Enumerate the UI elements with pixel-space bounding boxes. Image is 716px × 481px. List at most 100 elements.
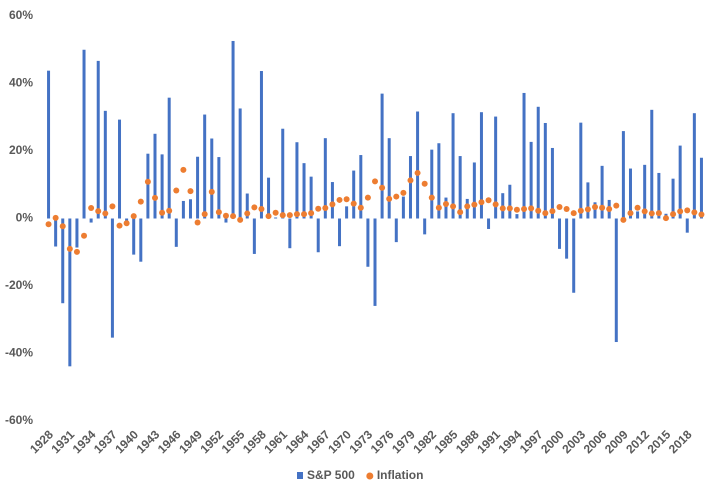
- inflation-dot: [123, 220, 130, 227]
- inflation-dot: [364, 194, 371, 201]
- inflation-dot: [570, 210, 577, 217]
- bar: [238, 108, 242, 219]
- inflation-dot: [677, 208, 684, 215]
- bar: [323, 138, 327, 219]
- bar: [565, 218, 569, 259]
- bar: [132, 218, 136, 255]
- bar: [54, 218, 58, 247]
- bar: [110, 218, 114, 338]
- inflation-dot: [506, 205, 513, 212]
- inflation-dot: [577, 207, 584, 214]
- inflation-dot: [584, 206, 591, 213]
- bar: [543, 122, 547, 219]
- inflation-dot: [357, 204, 364, 211]
- inflation-dot: [528, 205, 535, 212]
- inflation-dot: [613, 202, 620, 209]
- inflation-dot: [258, 206, 265, 213]
- y-tick-label: -60%: [5, 413, 33, 427]
- bar: [82, 49, 86, 219]
- inflation-dot: [414, 169, 421, 176]
- y-tick-label: -40%: [5, 346, 33, 360]
- inflation-dot: [691, 209, 698, 216]
- bar: [316, 218, 320, 253]
- bar: [458, 156, 462, 219]
- inflation-dot: [662, 215, 669, 222]
- bar: [416, 111, 420, 219]
- inflation-dot: [556, 204, 563, 211]
- inflation-dot: [478, 199, 485, 206]
- inflation-dot: [130, 213, 137, 220]
- bar: [479, 112, 483, 219]
- inflation-dot: [634, 204, 641, 211]
- inflation-dot: [521, 206, 528, 213]
- inflation-dot: [655, 210, 662, 217]
- bar: [558, 218, 562, 249]
- bar: [550, 147, 554, 219]
- inflation-dot: [379, 184, 386, 191]
- bar: [508, 184, 512, 219]
- bar: [139, 218, 143, 262]
- bar: [345, 206, 349, 219]
- inflation-dot: [343, 196, 350, 203]
- inflation-dot: [187, 188, 194, 195]
- inflation-dot: [535, 207, 542, 214]
- bar: [692, 113, 696, 219]
- inflation-dot: [194, 219, 201, 226]
- bar: [118, 119, 122, 219]
- inflation-dot: [428, 194, 435, 201]
- bar: [352, 170, 356, 219]
- bar: [572, 218, 576, 293]
- bar: [103, 110, 107, 219]
- inflation-dot: [648, 210, 655, 217]
- bar: [401, 196, 405, 219]
- bar: [153, 133, 157, 219]
- y-tick-label: 20%: [9, 143, 33, 157]
- bar: [593, 202, 597, 219]
- inflation-dot: [563, 206, 570, 213]
- bar: [61, 218, 65, 304]
- bar: [423, 218, 427, 235]
- inflation-dot: [492, 201, 499, 208]
- inflation-dot: [471, 201, 478, 208]
- bar: [68, 218, 72, 367]
- inflation-dot: [237, 216, 244, 223]
- bar: [274, 217, 278, 219]
- bar: [224, 218, 228, 223]
- bar: [444, 197, 448, 219]
- bar: [309, 176, 313, 219]
- bar: [373, 218, 377, 306]
- bar: [536, 106, 540, 219]
- inflation-dot: [329, 201, 336, 208]
- inflation-dot: [606, 206, 613, 213]
- bar: [288, 218, 292, 249]
- bar: [579, 122, 583, 219]
- bar: [628, 168, 632, 219]
- inflation-dot: [435, 204, 442, 211]
- inflation-dot: [251, 204, 258, 211]
- legend-label: Inflation: [377, 468, 424, 481]
- bar: [522, 92, 526, 219]
- inflation-dot: [400, 189, 407, 196]
- inflation-dot: [592, 204, 598, 211]
- inflation-dot: [627, 210, 634, 217]
- inflation-dot: [684, 207, 691, 214]
- bar: [267, 177, 271, 219]
- bar: [671, 178, 675, 219]
- inflation-dot: [166, 207, 173, 214]
- bar: [167, 97, 171, 219]
- inflation-dot: [159, 209, 166, 216]
- bar: [586, 182, 590, 219]
- bar: [515, 214, 519, 219]
- bar: [338, 218, 342, 247]
- bar: [330, 182, 334, 219]
- inflation-dot: [457, 209, 464, 216]
- inflation-dot: [180, 166, 187, 173]
- inflation-dot: [81, 232, 88, 239]
- inflation-dot: [73, 248, 80, 255]
- bar: [160, 154, 164, 219]
- inflation-dot: [272, 209, 279, 216]
- legend-label: S&P 500: [307, 468, 355, 481]
- bar: [75, 218, 79, 248]
- bar: [387, 138, 391, 219]
